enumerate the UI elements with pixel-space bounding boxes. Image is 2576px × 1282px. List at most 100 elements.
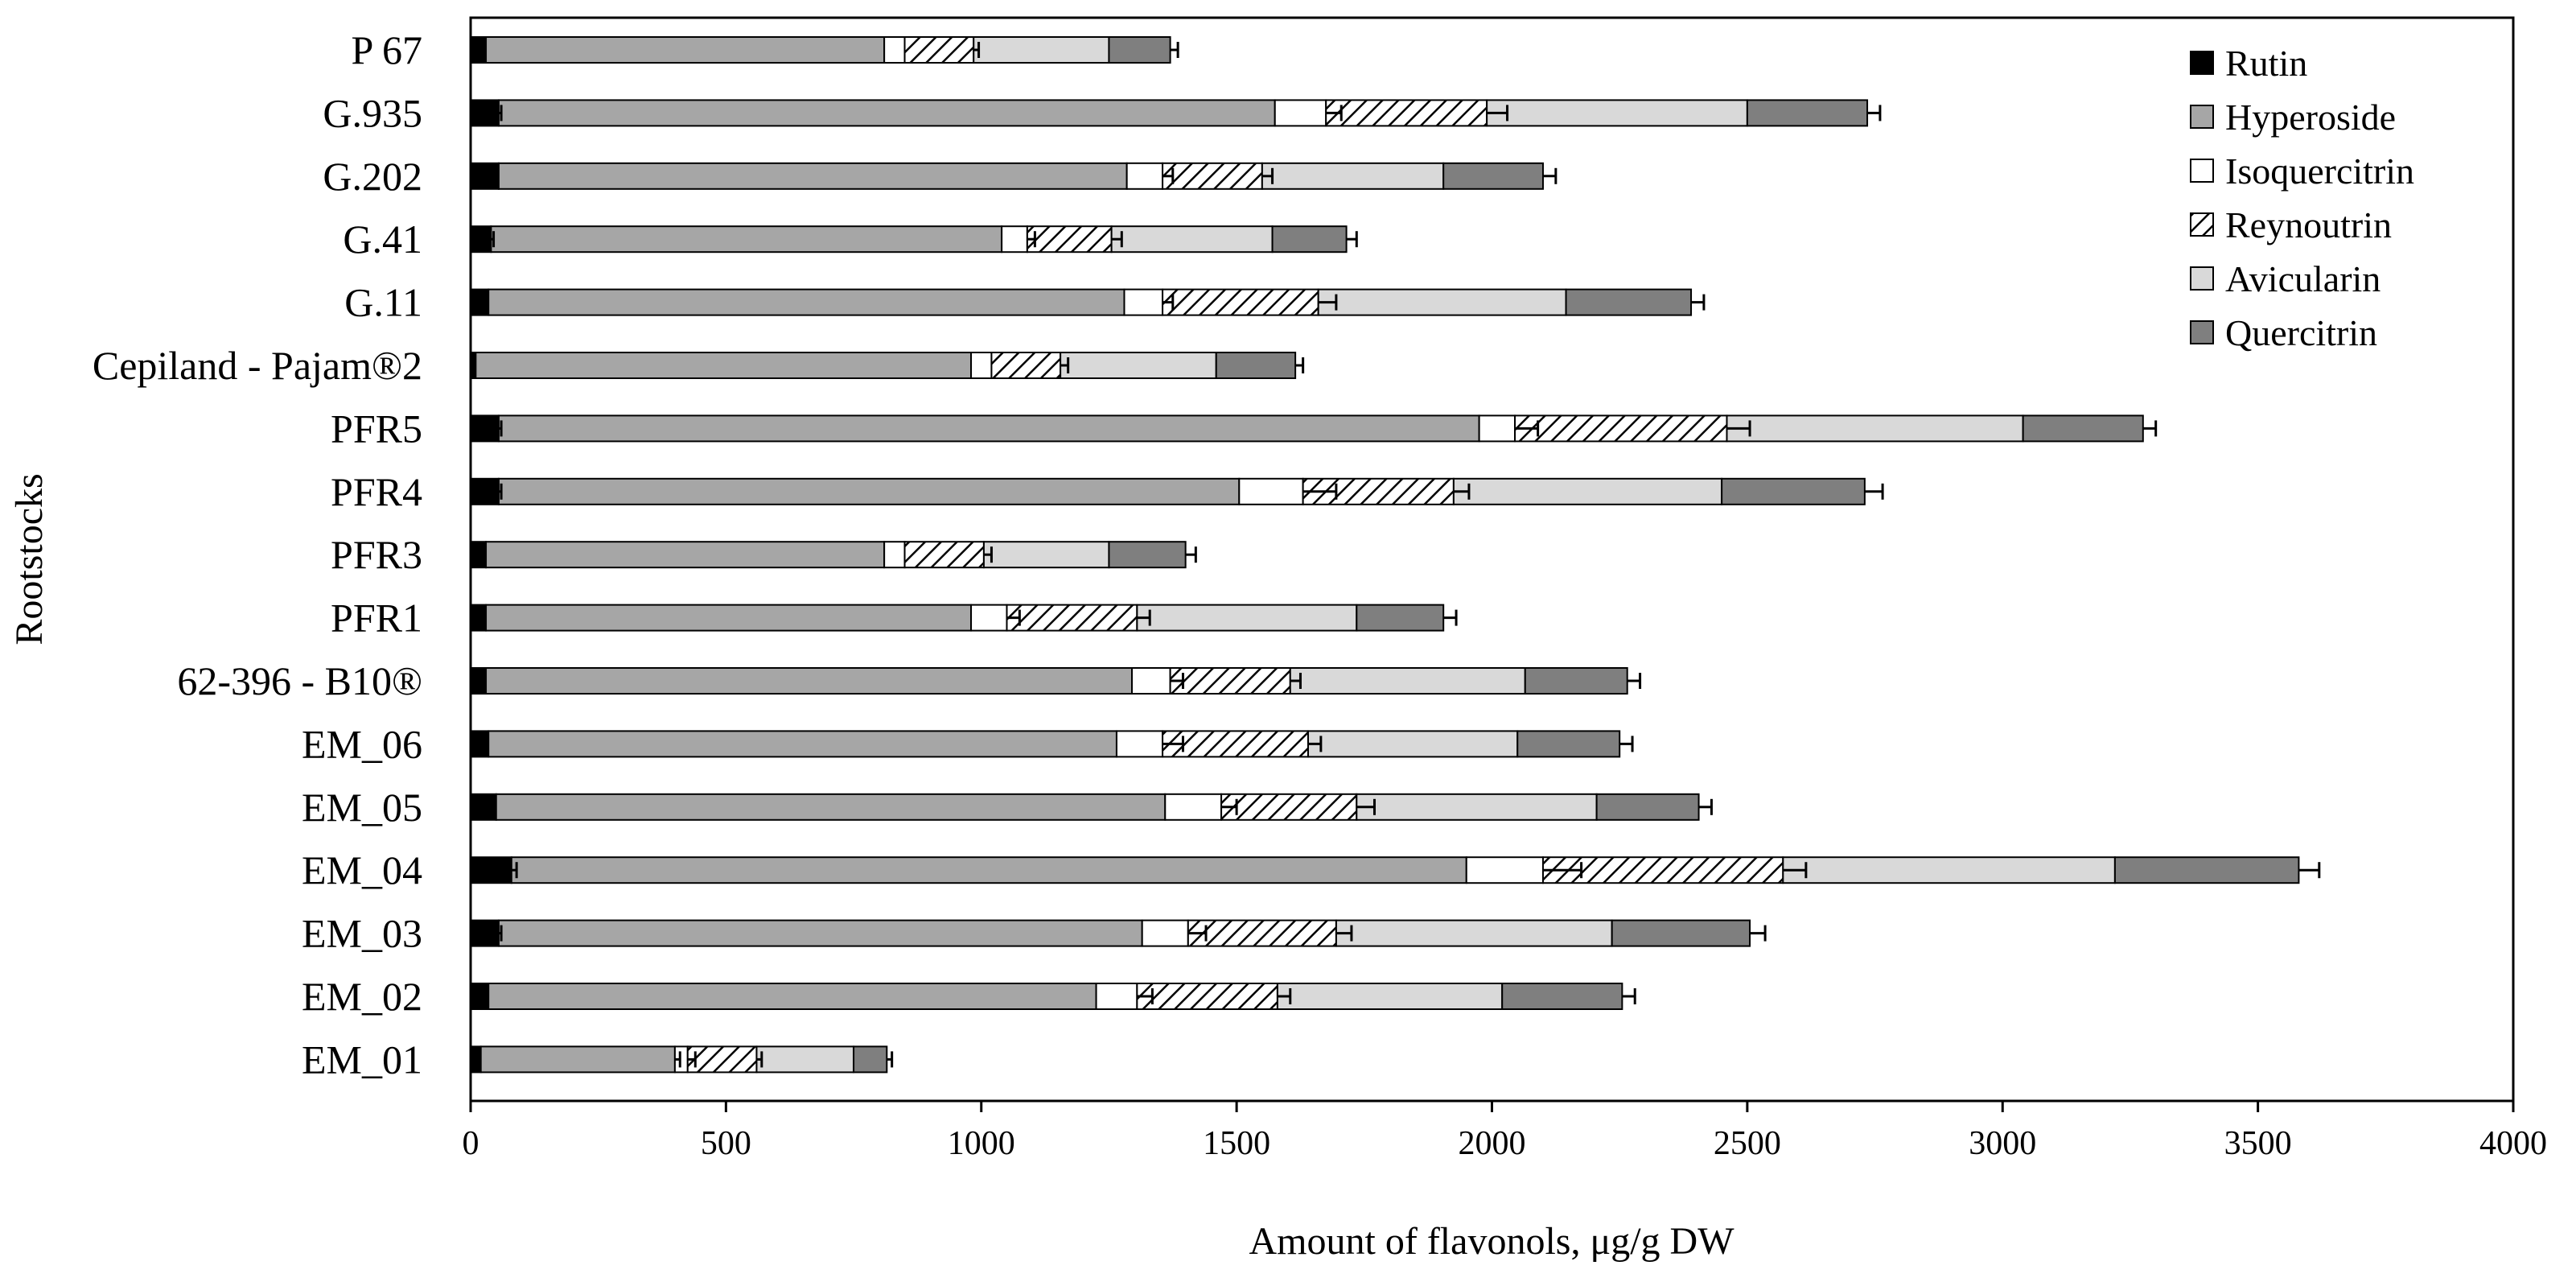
bar-segment-avicularin <box>755 1045 855 1074</box>
bar-segment-hyperoside <box>497 99 1276 127</box>
bar-segment-avicularin <box>1356 793 1598 821</box>
bar-segment-reynoutrin <box>1541 856 1784 884</box>
legend-label-rutin: Rutin <box>2225 43 2307 84</box>
bar-segment-reynoutrin <box>1162 730 1309 758</box>
category-label: EM_01 <box>302 1037 422 1082</box>
category-label: Cepiland - Pajam®2 <box>93 343 422 388</box>
x-tick-label: 0 <box>463 1125 479 1162</box>
bar-segment-reynoutrin <box>1136 983 1278 1010</box>
bar-segment-reynoutrin <box>1162 162 1263 190</box>
bar-segment-rutin <box>470 730 490 758</box>
bar-segment-quercitrin <box>2113 856 2300 884</box>
bar-segment-quercitrin <box>853 1045 888 1074</box>
bar-segment-rutin <box>470 667 488 695</box>
bar-segment-reynoutrin <box>903 36 975 64</box>
bar-segment-hyperoside <box>495 793 1167 821</box>
bar-segment-hyperoside <box>497 919 1143 947</box>
category-label: G.11 <box>344 280 422 325</box>
bar-segment-isoquercitrin <box>1131 667 1171 695</box>
bar-segment-quercitrin <box>1271 225 1348 254</box>
category-label: EM_05 <box>302 785 422 830</box>
bar-segment-avicularin <box>1486 99 1748 127</box>
bar-segment-avicularin <box>1782 856 2116 884</box>
bar-segment-reynoutrin <box>1514 414 1728 443</box>
bar-segment-quercitrin <box>1215 352 1297 379</box>
bar-segment-hyperoside <box>488 983 1097 1010</box>
bar-segment-rutin <box>470 604 488 632</box>
bar-segment-rutin <box>470 477 500 505</box>
legend-label-hyperoside: Hyperoside <box>2225 97 2396 138</box>
x-tick-label: 500 <box>701 1125 751 1162</box>
bar-segment-hyperoside <box>488 288 1125 316</box>
bar-segment-quercitrin <box>1746 99 1869 127</box>
bar-segment-isoquercitrin <box>1141 919 1189 947</box>
bar-segment-quercitrin <box>1108 36 1171 64</box>
legend-swatch-avicularin <box>2190 266 2214 291</box>
legend-label-avicularin: Avicularin <box>2225 258 2381 299</box>
bar-segment-reynoutrin <box>1006 604 1138 632</box>
legend-swatch-reynoutrin <box>2190 212 2214 237</box>
x-tick-label: 2500 <box>1714 1125 1781 1162</box>
category-label: PFR3 <box>331 532 422 577</box>
x-axis: 0 500 1000 1500 2000 2500 3000 3500 4000 <box>463 1101 2547 1162</box>
bar-segment-rutin <box>470 225 492 254</box>
bar-segment-rutin <box>470 99 500 127</box>
bar-segment-quercitrin <box>1501 983 1623 1010</box>
bar-segment-rutin <box>470 162 500 190</box>
bar-segment-isoquercitrin <box>1465 856 1544 884</box>
bar-segment-rutin <box>470 983 490 1010</box>
bar-segment-avicularin <box>973 36 1110 64</box>
bar-segment-hyperoside <box>497 162 1128 190</box>
bar-segment-rutin <box>470 288 490 316</box>
bar-segment-rutin <box>470 793 497 821</box>
bar-segment-reynoutrin <box>1187 919 1337 947</box>
category-label: G.202 <box>323 154 422 199</box>
bar-segment-reynoutrin <box>990 352 1062 379</box>
x-tick-label: 3000 <box>1969 1125 2036 1162</box>
legend-swatch-rutin <box>2190 51 2214 75</box>
bar-segment-isoquercitrin <box>1238 477 1304 505</box>
bar-segment-rutin <box>470 414 500 443</box>
bar-segment-avicularin <box>1335 919 1613 947</box>
bar-segment-quercitrin <box>2022 414 2144 443</box>
legend: Rutin Hyperoside Isoquercitrin Reynoutrin Av… <box>2190 43 2414 353</box>
bar-segment-rutin <box>470 1045 482 1074</box>
bar-segment-isoquercitrin <box>883 36 906 64</box>
legend-label-isoquercitrin: Isoquercitrin <box>2225 150 2414 192</box>
legend-swatch-hyperoside <box>2190 105 2214 129</box>
bar-segment-hyperoside <box>479 1045 676 1074</box>
bar-segment-hyperoside <box>485 667 1134 695</box>
category-label: EM_03 <box>302 911 422 956</box>
x-tick-label: 1000 <box>948 1125 1015 1162</box>
bar-segment-reynoutrin <box>1169 667 1291 695</box>
category-label: G.41 <box>343 216 422 262</box>
bar-segment-hyperoside <box>485 36 886 64</box>
legend-swatch-quercitrin <box>2190 320 2214 344</box>
bar-segment-avicularin <box>1136 604 1358 632</box>
bar-segment-reynoutrin <box>686 1045 758 1074</box>
bar-segment-isoquercitrin <box>1001 225 1028 254</box>
legend-label-quercitrin: Quercitrin <box>2225 312 2377 353</box>
bar-segment-reynoutrin <box>1220 793 1358 821</box>
bar-segment-hyperoside <box>475 352 973 379</box>
bar-segment-hyperoside <box>497 414 1480 443</box>
bar-segment-quercitrin <box>1524 667 1628 695</box>
category-label: EM_06 <box>302 721 422 766</box>
category-label: EM_02 <box>302 974 422 1019</box>
category-label: 62-396 - B10® <box>177 658 422 703</box>
bar-segment-isoquercitrin <box>1115 730 1164 758</box>
bar-segment-avicularin <box>1317 288 1567 316</box>
bar-segment-avicularin <box>1452 477 1723 505</box>
category-label: PFR4 <box>331 469 422 514</box>
bar-segment-hyperoside <box>488 730 1117 758</box>
x-tick-label: 2000 <box>1459 1125 1526 1162</box>
bar-segment-avicularin <box>1060 352 1217 379</box>
bar-segment-avicularin <box>1110 225 1274 254</box>
bar-segment-rutin <box>470 919 500 947</box>
y-axis: P 67 G.935 G.202 G.41 G.11 Cepiland - Pajam®2… <box>93 27 422 1082</box>
bar-segment-avicularin <box>1276 983 1504 1010</box>
bar-segment-quercitrin <box>1721 477 1866 505</box>
bar-segment-quercitrin <box>1356 604 1445 632</box>
